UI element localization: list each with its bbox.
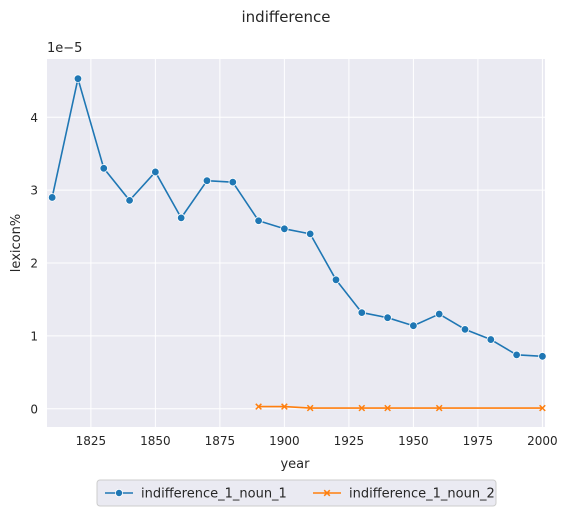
legend-label-noun-2: indifference_1_noun_2 (349, 487, 495, 502)
data-point (539, 404, 546, 412)
data-point-stroke (384, 404, 391, 412)
y-tick-label: 4 (30, 111, 38, 125)
data-point (255, 403, 262, 410)
data-point-stroke (281, 403, 288, 410)
data-point-stroke (539, 404, 546, 412)
chart-title: indifference (242, 8, 331, 26)
data-point (357, 308, 366, 317)
data-point (306, 404, 314, 412)
data-point (47, 193, 57, 202)
grid-lines (47, 59, 545, 427)
x-tick-label: 1900 (269, 434, 300, 448)
data-point (151, 167, 160, 177)
x-tick-label: 1950 (398, 434, 429, 448)
y-tick-label: 1 (30, 329, 38, 343)
data-point (202, 176, 212, 185)
plot-area (47, 59, 545, 427)
data-point (512, 350, 521, 360)
series-2 (255, 403, 546, 412)
data-point (486, 335, 496, 344)
data-point-stroke (255, 403, 262, 410)
data-point (331, 275, 341, 284)
x-tick-label: 2000 (527, 434, 558, 448)
x-axis-label: year (280, 457, 310, 472)
data-point (435, 309, 444, 319)
x-tick-label: 1850 (140, 434, 171, 448)
x-tick-label: 1825 (76, 434, 107, 448)
legend: indifference_1_noun_1 indifference_1_nou… (96, 479, 497, 507)
legend-label-noun-1: indifference_1_noun_1 (141, 487, 287, 502)
data-point (384, 404, 391, 412)
y-axis-ticks: 0 1 2 3 4 (30, 111, 38, 416)
data-point (280, 224, 289, 233)
data-point (99, 164, 108, 173)
y-tick-label: 0 (30, 402, 38, 416)
data-point (358, 404, 366, 412)
data-point (538, 352, 547, 361)
legend-marker-noun-1 (115, 488, 124, 497)
data-point (228, 177, 237, 187)
data-point (254, 216, 263, 225)
data-point (435, 404, 443, 412)
legend-marker-noun-2 (323, 489, 331, 497)
data-point (460, 325, 470, 334)
series-line (51, 77, 543, 358)
data-point (281, 403, 288, 410)
x-tick-label: 1875 (205, 434, 236, 448)
data-point (176, 213, 186, 223)
data-point-stroke (435, 404, 443, 412)
x-tick-label: 1975 (463, 434, 494, 448)
data-point (73, 74, 83, 83)
x-axis-ticks: 1825 1850 1875 1900 1925 1950 1975 2000 (76, 434, 558, 448)
y-tick-label: 3 (30, 184, 38, 198)
series-group (47, 74, 547, 412)
data-point (383, 313, 392, 322)
y-tick-label: 2 (30, 257, 38, 271)
y-axis-label: lexicon% (9, 214, 24, 272)
x-tick-label: 1925 (334, 434, 365, 448)
legend-marker-stroke (323, 489, 331, 497)
data-point (305, 229, 315, 239)
y-offset-text: 1e−5 (47, 41, 82, 56)
data-point (125, 196, 134, 205)
series-1 (47, 74, 547, 361)
data-point-stroke (358, 404, 366, 412)
legend-box (96, 479, 497, 507)
data-point-stroke (306, 404, 314, 412)
data-point (409, 321, 418, 330)
